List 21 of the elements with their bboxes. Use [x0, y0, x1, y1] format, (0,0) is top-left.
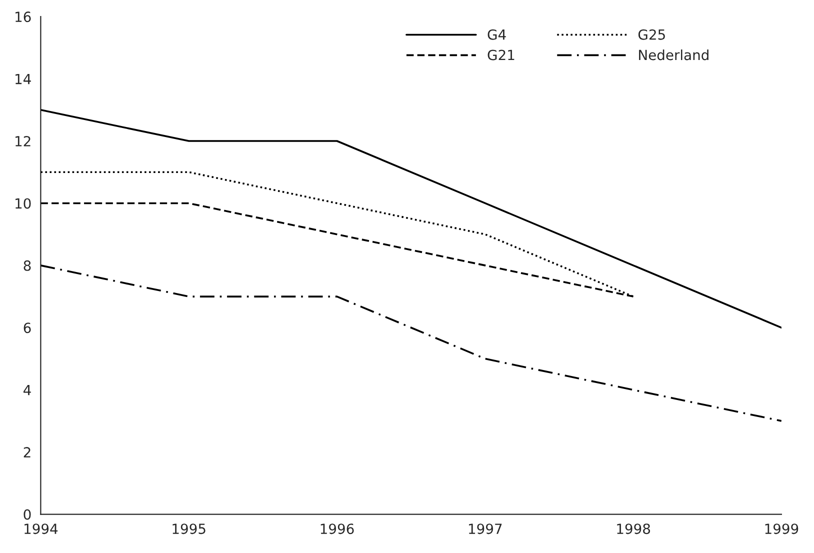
y-tick-label: 10	[16, 198, 31, 209]
x-tick-label: 1994	[24, 524, 58, 534]
line-series	[40, 109, 782, 329]
y-tick-label: 2	[24, 447, 30, 458]
line-series	[40, 264, 782, 422]
legend-label: G25	[638, 29, 665, 40]
y-tick-label: 6	[24, 322, 31, 334]
x-tick-label: 1996	[320, 524, 354, 534]
y-tick-label: 4	[24, 385, 31, 396]
legend-label: G4	[488, 29, 506, 40]
x-tick-label: 1999	[765, 524, 798, 534]
x-tick-label: 1998	[617, 524, 650, 534]
y-tick-label: 8	[24, 260, 31, 271]
legend-label: Nederland	[639, 49, 708, 60]
legend-label: G21	[488, 50, 514, 60]
y-tick-label: 0	[24, 509, 31, 520]
x-tick-label: 1997	[468, 524, 502, 534]
y-tick-label: 12	[16, 136, 30, 146]
y-tick-label: 16	[16, 12, 31, 22]
y-tick-label: 14	[16, 74, 31, 84]
x-tick-label: 1995	[172, 524, 206, 534]
